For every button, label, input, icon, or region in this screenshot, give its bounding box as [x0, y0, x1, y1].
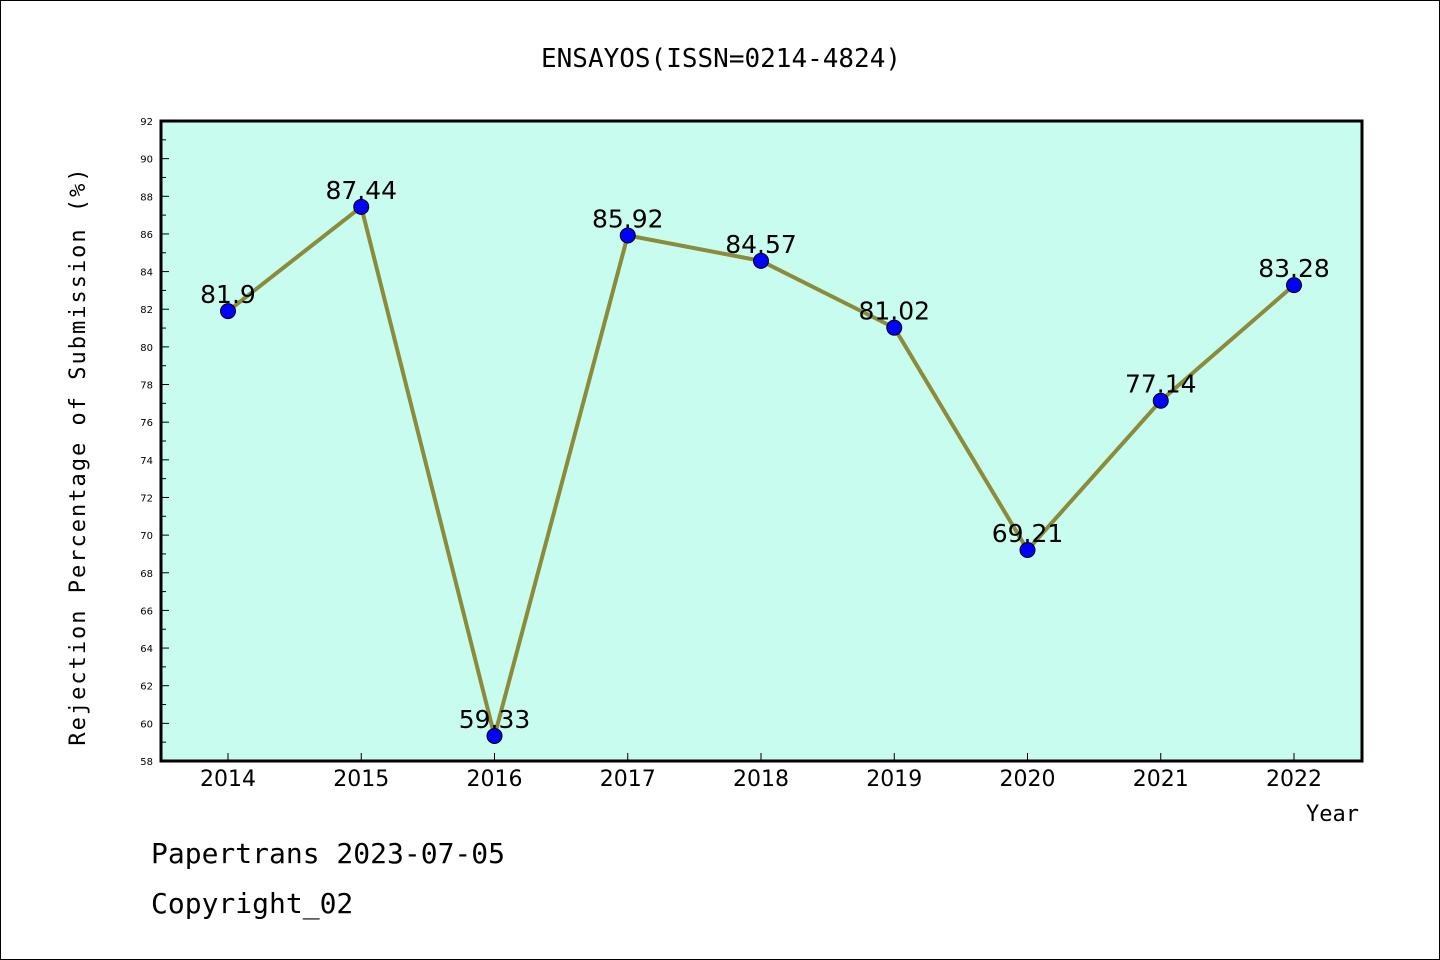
- y-tick-label: 80: [140, 343, 153, 354]
- y-tick-label: 66: [140, 606, 153, 617]
- y-tick-label: 74: [140, 456, 153, 467]
- data-label: 81.9: [200, 280, 256, 309]
- x-tick-label: 2021: [1133, 767, 1189, 792]
- chart-title: ENSAYOS(ISSN=0214-4824): [541, 44, 901, 74]
- data-labels: 81.9 87.44 59.33 85.92 84.57 81.02 69.21 77.14 8…: [200, 176, 1330, 734]
- data-label: 83.28: [1258, 254, 1330, 283]
- data-label: 85.92: [592, 204, 664, 233]
- footer-copyright: Copyright_02: [151, 887, 354, 920]
- y-tick-label: 82: [140, 305, 153, 316]
- data-label: 69.21: [992, 519, 1064, 548]
- y-tick-label: 62: [140, 682, 153, 693]
- data-point: [619, 227, 636, 244]
- y-tick-label: 88: [140, 192, 153, 203]
- data-point: [1019, 541, 1036, 558]
- series-markers: [220, 198, 1302, 744]
- x-tick-label: 2019: [866, 767, 922, 792]
- data-point: [353, 198, 370, 215]
- footer-date: Papertrans 2023-07-05: [151, 837, 506, 870]
- data-label: 81.02: [858, 297, 930, 326]
- data-label: 59.33: [459, 705, 531, 734]
- data-point: [886, 319, 903, 336]
- y-tick-label: 90: [140, 155, 153, 166]
- data-point: [753, 252, 769, 269]
- data-label: 84.57: [725, 230, 797, 259]
- y-tick-label: 64: [140, 644, 153, 655]
- x-tick-label: 2014: [200, 767, 256, 792]
- data-point: [220, 303, 236, 320]
- x-tick-label: 2015: [333, 767, 389, 792]
- x-tick-label: 2017: [600, 767, 656, 792]
- y-tick-label: 58: [140, 757, 153, 768]
- y-tick-label: 60: [140, 719, 153, 730]
- y-tick-label: 72: [140, 493, 153, 504]
- x-tick-label: 2016: [467, 767, 523, 792]
- y-tick-label: 86: [140, 230, 153, 241]
- x-tick-label: 2022: [1266, 767, 1322, 792]
- y-tick-label: 92: [140, 117, 153, 128]
- y-tick-label: 78: [140, 381, 153, 392]
- data-label: 77.14: [1125, 370, 1197, 399]
- y-tick-label: 84: [140, 268, 153, 279]
- x-axis: 2014 2015 2016 2017 2018 2019 2020 2021 2022: [200, 753, 1322, 792]
- data-point: [486, 727, 503, 744]
- data-label: 87.44: [325, 176, 397, 205]
- x-tick-label: 2020: [1000, 767, 1056, 792]
- data-point: [1286, 277, 1302, 294]
- y-tick-label: 70: [140, 531, 153, 542]
- plot-area: [161, 121, 1362, 761]
- y-axis: 58 60 62 64 66 68 70 72 74 76 78 80 82 84 86 88 90 92: [140, 117, 169, 768]
- x-axis-label: Year: [1306, 802, 1359, 827]
- data-point: [1152, 392, 1169, 409]
- plot-frame: [159, 119, 1364, 763]
- y-tick-label: 76: [140, 418, 153, 429]
- x-tick-label: 2018: [733, 767, 789, 792]
- y-axis-label: Rejection Percentage of Submission (%): [66, 166, 91, 745]
- y-tick-label: 68: [140, 569, 153, 580]
